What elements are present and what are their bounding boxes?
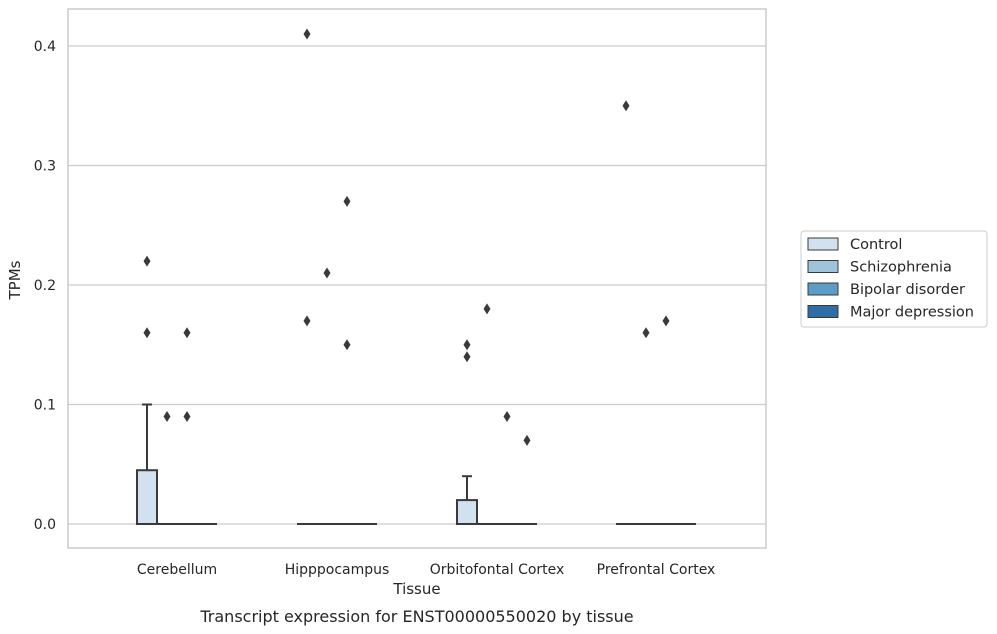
legend-swatch — [807, 260, 839, 273]
y-tick-label: 0.2 — [34, 278, 56, 294]
outlier-point — [622, 100, 630, 112]
outlier-point — [323, 267, 331, 279]
legend-label: Major depression — [850, 305, 974, 321]
legend-swatch — [807, 282, 839, 296]
legend-swatch — [807, 305, 839, 318]
legend-swatch — [807, 237, 839, 251]
y-tick-label: 0.4 — [34, 39, 56, 55]
outlier-point — [343, 195, 351, 207]
outlier-point — [143, 327, 151, 339]
outlier-point — [463, 339, 471, 351]
x-axis-ticks: Cerebellum Hipppocampus Orbitofontal Corte… — [137, 562, 715, 578]
box-body — [456, 499, 478, 526]
box-body — [136, 469, 158, 526]
legend-label: Schizophrenia — [850, 260, 952, 276]
legend-label: Bipolar disorder — [850, 282, 965, 298]
y-tick-label: 0.0 — [34, 517, 56, 533]
outlier-point — [523, 434, 531, 446]
x-tick-label: Prefrontal Cortex — [597, 562, 716, 578]
legend: Control Schizophrenia Bipolar disorder Majo… — [800, 230, 988, 328]
outlier-point — [662, 315, 670, 327]
outlier-point — [303, 315, 311, 327]
x-tick-label: Orbitofontal Cortex — [430, 562, 565, 578]
y-tick-label: 0.3 — [34, 159, 56, 175]
outlier-point — [163, 410, 171, 422]
x-axis-title: Tissue — [392, 580, 440, 598]
plot-frame — [67, 8, 767, 549]
outlier-point — [503, 410, 511, 422]
outlier-point — [343, 339, 351, 351]
outlier-layer — [143, 28, 670, 446]
y-tick-label: 0.1 — [34, 398, 56, 414]
chart-caption: Transcript expression for ENST0000055002… — [199, 607, 633, 626]
y-axis-title: TPMs — [6, 260, 24, 300]
outlier-point — [183, 327, 191, 339]
legend-frame — [800, 230, 988, 328]
legend-label: Control — [850, 237, 902, 253]
box-control — [456, 475, 478, 526]
outlier-point — [483, 303, 491, 315]
y-axis-ticks: 0.0 0.1 0.2 0.3 0.4 — [34, 39, 56, 533]
outlier-point — [463, 351, 471, 363]
x-tick-label: Cerebellum — [137, 562, 217, 578]
grid-lines — [68, 45, 766, 525]
box-layer — [136, 403, 696, 526]
box-control — [136, 403, 158, 526]
outlier-point — [143, 255, 151, 267]
x-tick-label: Hipppocampus — [285, 562, 390, 578]
outlier-point — [303, 28, 311, 40]
outlier-point — [642, 327, 650, 339]
outlier-point — [183, 410, 191, 422]
